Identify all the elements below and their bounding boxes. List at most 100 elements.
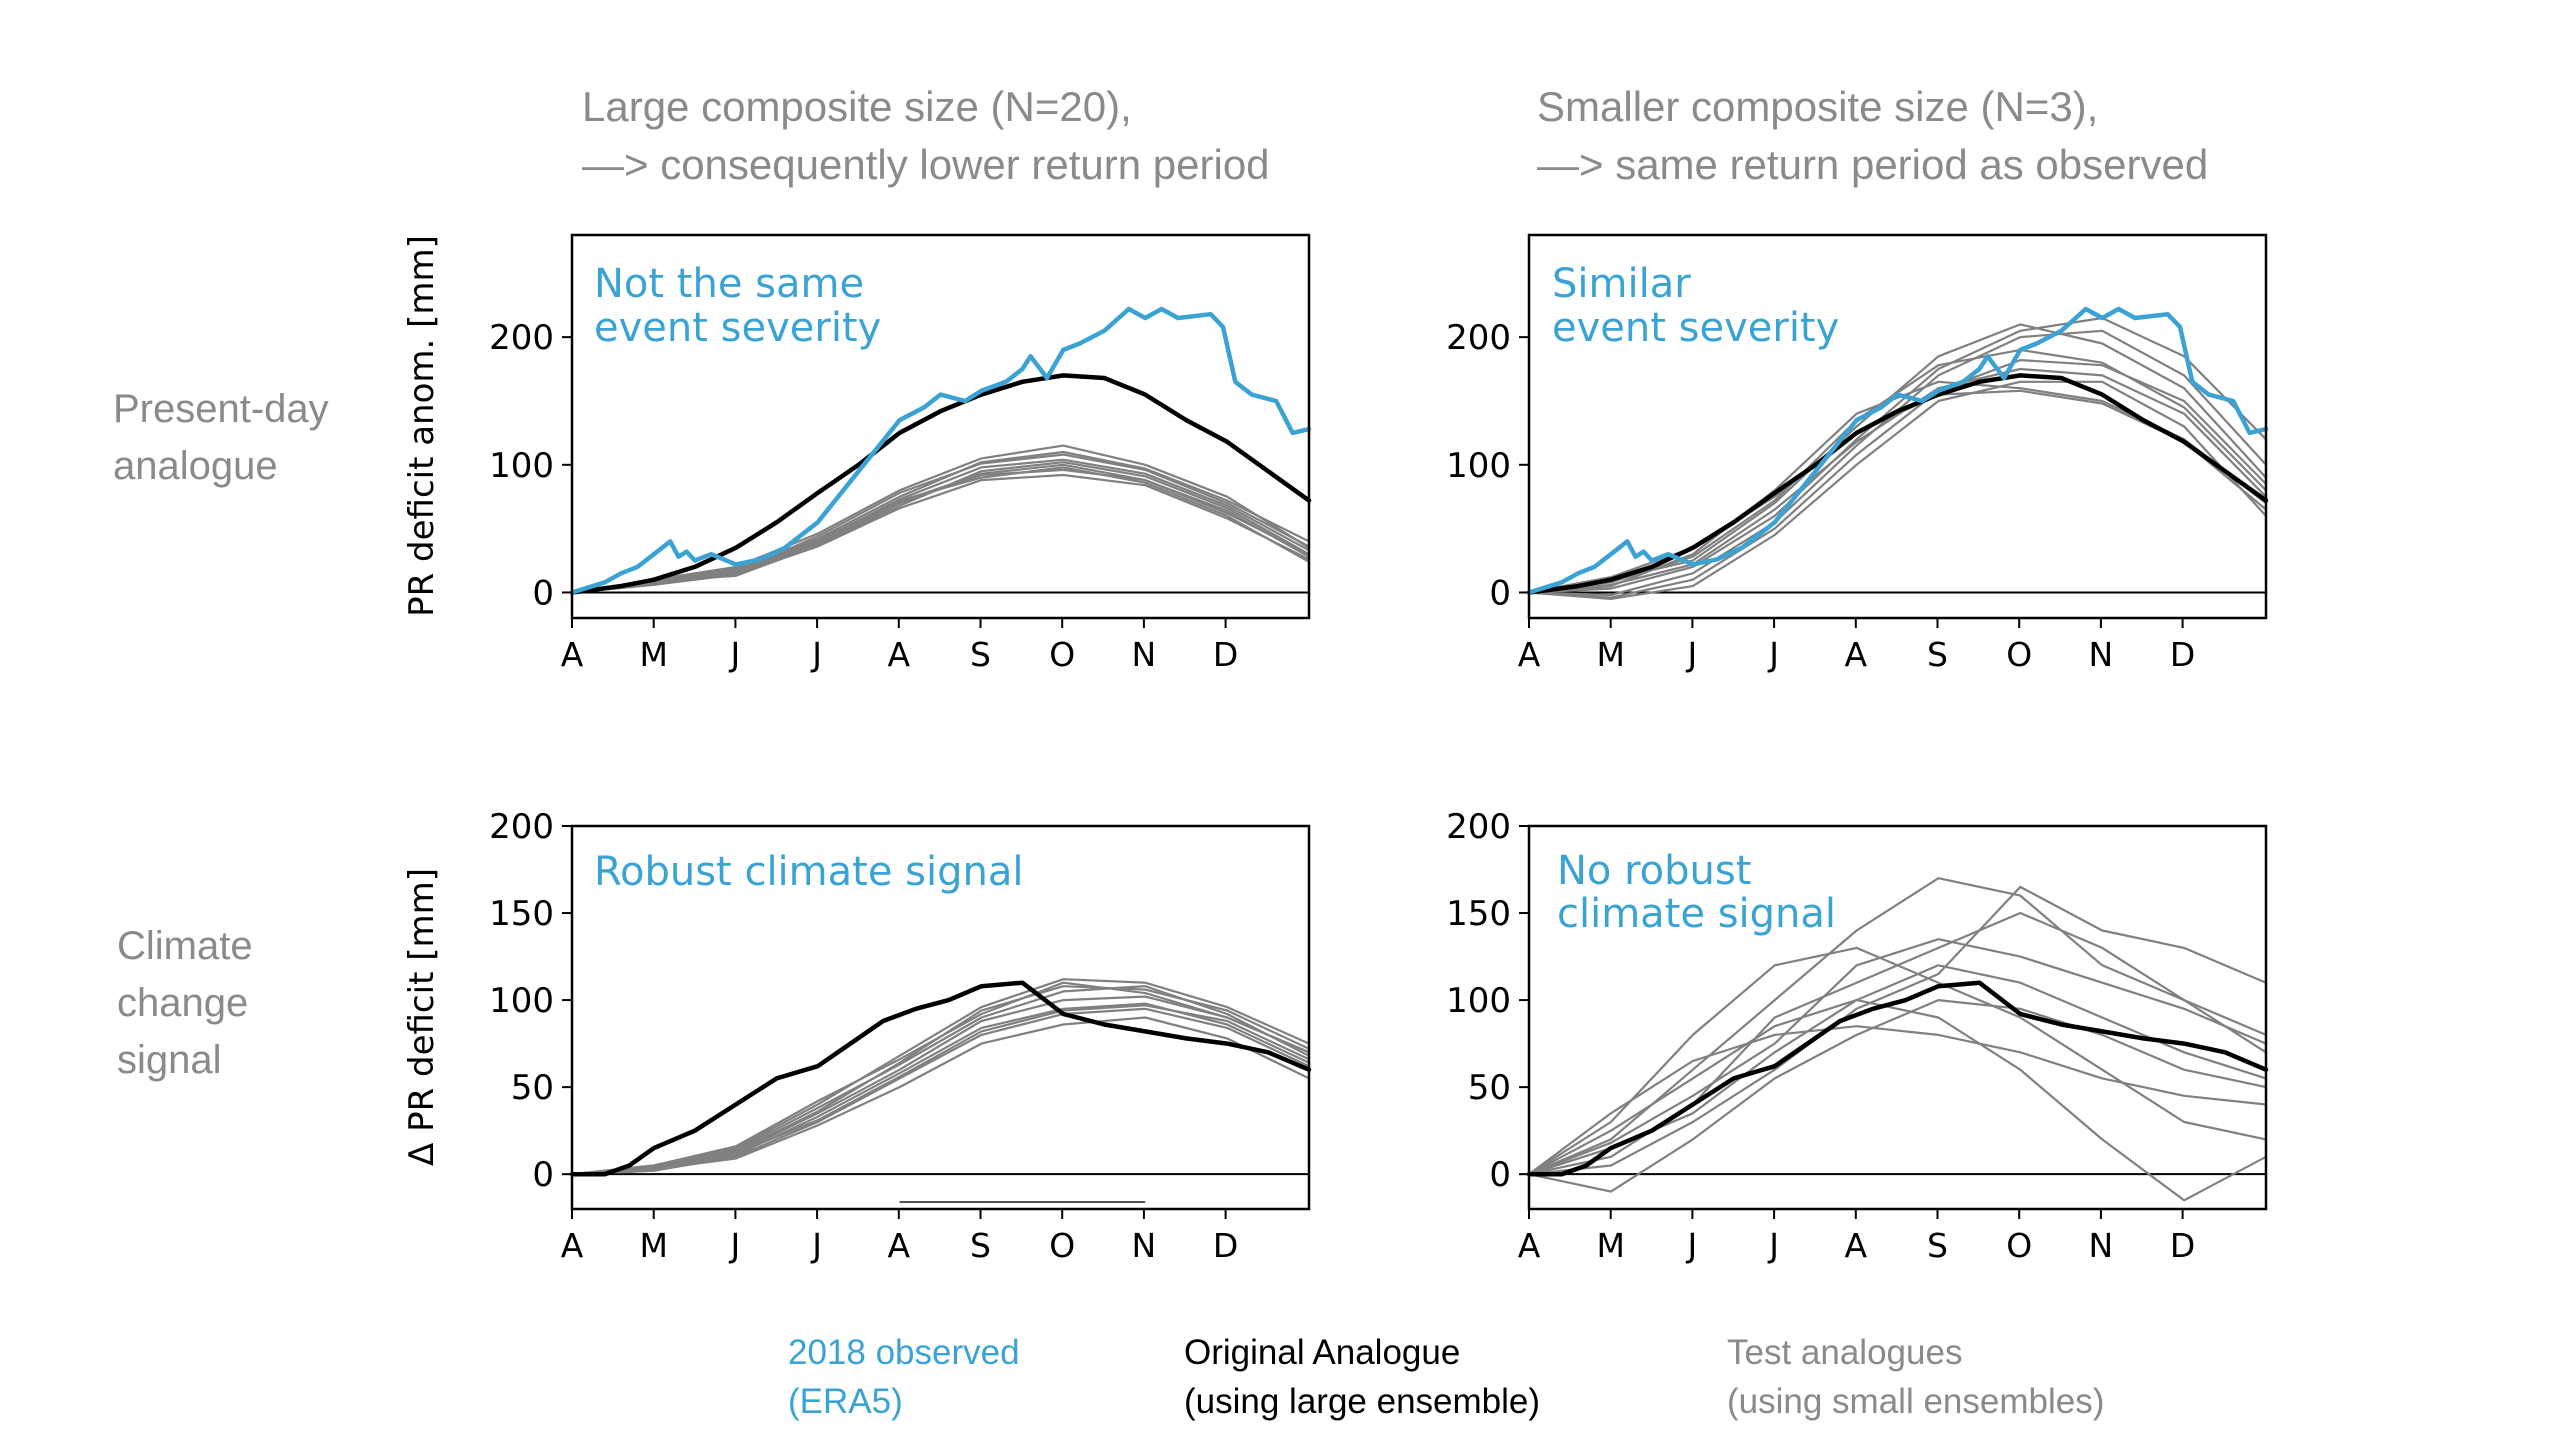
y-tick-label: 0 (532, 573, 554, 613)
legend-original-line2: (using large ensemble) (1184, 1382, 1541, 1421)
y-tick-label: 200 (1446, 318, 1511, 358)
row-label-bottom-line1: Climate (117, 924, 253, 968)
x-tick-label: M (639, 635, 667, 674)
header-right-line2: —> same return period as observed (1537, 141, 2209, 188)
series-test-4 (570, 473, 1311, 594)
axes-frame (570, 233, 1311, 620)
x-tick-label: J (810, 635, 822, 674)
y-tick-label: 200 (1446, 807, 1511, 847)
series-test-8 (1527, 938, 2268, 1176)
y-tick-label: 100 (489, 446, 554, 486)
series-test-4 (1527, 389, 2268, 594)
y-tick-label: 0 (1489, 1155, 1511, 1195)
series-test-0 (570, 995, 1311, 1176)
x-tick-label: J (729, 635, 741, 674)
header-right-line1: Smaller composite size (N=3), (1537, 83, 2099, 130)
series-original-9 (569, 980, 1312, 1177)
header-left-line1: Large composite size (N=20), (582, 83, 1132, 130)
y-tick-label: 50 (1468, 1068, 1511, 1108)
x-tick-label: D (1213, 1226, 1238, 1265)
legend-observed-line1: 2018 observed (788, 1333, 1020, 1372)
panel-annotation-line2: event severity (1552, 305, 1839, 351)
x-tick-label: O (1049, 635, 1075, 674)
x-tick-label: M (1596, 1226, 1624, 1265)
series-test-1 (570, 444, 1311, 594)
x-tick-label: J (1686, 635, 1698, 674)
legend-original-line1: Original Analogue (1184, 1333, 1461, 1372)
x-tick-label: A (1845, 1226, 1868, 1265)
x-tick-label: O (2006, 1226, 2032, 1265)
x-tick-label: A (1845, 635, 1868, 674)
series-test-8 (570, 981, 1311, 1176)
axes-frame (1527, 233, 2268, 620)
series-original-9 (1526, 980, 2269, 1177)
series-observed-10 (1526, 306, 2269, 595)
legend-test-line1: Test analogues (1727, 1333, 1963, 1372)
y-tick-label: 0 (1489, 573, 1511, 613)
panel-annotation-line1: No robust (1557, 848, 1751, 894)
series-test-0 (1527, 380, 2268, 601)
y-tick-label: 200 (489, 807, 554, 847)
panel-annotation-line1: Similar (1552, 261, 1691, 307)
y-tick-label: 200 (489, 318, 554, 358)
y-axis-label: Δ PR deficit [mm] (402, 868, 442, 1166)
legend-test-line2: (using small ensembles) (1727, 1382, 2105, 1421)
x-tick-label: O (1049, 1226, 1075, 1265)
series-test-7 (1527, 359, 2268, 599)
x-tick-label: N (2089, 1226, 2114, 1265)
row-label-bottom-line3: signal (117, 1038, 222, 1082)
panel-annotation-line2: climate signal (1557, 891, 1836, 937)
x-tick-label: J (1767, 635, 1779, 674)
panel-annotation-line1: Robust climate signal (594, 849, 1023, 895)
x-tick-label: N (1132, 635, 1157, 674)
x-tick-label: M (1596, 635, 1624, 674)
x-tick-label: S (1927, 1226, 1948, 1265)
y-axis-label: PR deficit anom. [mm] (402, 235, 442, 617)
y-tick-label: 150 (1446, 894, 1511, 934)
panel-top-left: A M J J A S O N D 0 100 200 PR deficit anom. [mm] N… (402, 233, 1312, 674)
x-tick-label: M (639, 1226, 667, 1265)
series-observed-10 (569, 306, 1312, 595)
y-tick-label: 100 (1446, 981, 1511, 1021)
y-tick-label: 0 (532, 1155, 554, 1195)
axes-frame (570, 824, 1311, 1211)
series-test-7 (570, 1004, 1311, 1176)
x-tick-label: S (1927, 635, 1948, 674)
series-original-9 (569, 373, 1312, 595)
header-left-line2: —> consequently lower return period (582, 141, 1270, 188)
x-tick-label: A (1518, 635, 1541, 674)
series-test-8 (570, 466, 1311, 594)
series-test-6 (1527, 1025, 2268, 1176)
panel-annotation-line1: Not the same (594, 261, 864, 307)
series-original-9 (1526, 373, 2269, 595)
x-tick-label: J (810, 1226, 822, 1265)
y-tick-label: 150 (489, 894, 554, 934)
row-label-bottom-line2: change (117, 981, 249, 1025)
x-tick-label: J (1767, 1226, 1779, 1265)
x-tick-label: J (1686, 1226, 1698, 1265)
x-tick-label: D (1213, 635, 1238, 674)
series-test-7 (1527, 998, 2268, 1193)
x-tick-label: A (888, 1226, 911, 1265)
panel-annotation-line2: event severity (594, 305, 881, 351)
panel-top-right: A M J J A S O N D 0 100 200 Similar event severity (1446, 233, 2269, 674)
x-tick-label: A (1518, 1226, 1541, 1265)
x-tick-label: A (561, 635, 584, 674)
series-test-2 (570, 1007, 1311, 1176)
y-tick-label: 100 (489, 981, 554, 1021)
series-test-5 (570, 453, 1311, 594)
row-label-top-line1: Present-day (113, 387, 329, 431)
row-label-top-line2: analogue (113, 444, 278, 488)
legend-observed-line2: (ERA5) (788, 1382, 903, 1421)
x-tick-label: J (729, 1226, 741, 1265)
y-tick-label: 100 (1446, 446, 1511, 486)
legend-test: Test analogues (using small ensembles) (1727, 1328, 2104, 1426)
legend-original: Original Analogue (using large ensemble) (1184, 1328, 1540, 1426)
legend-observed: 2018 observed (ERA5) (788, 1328, 1020, 1426)
series-test-3 (1527, 998, 2268, 1202)
x-tick-label: A (561, 1226, 584, 1265)
panel-bottom-right: A M J J A S O N D 0 50 100 150 200 No robust climate … (1446, 807, 2269, 1265)
x-tick-label: O (2006, 635, 2032, 674)
